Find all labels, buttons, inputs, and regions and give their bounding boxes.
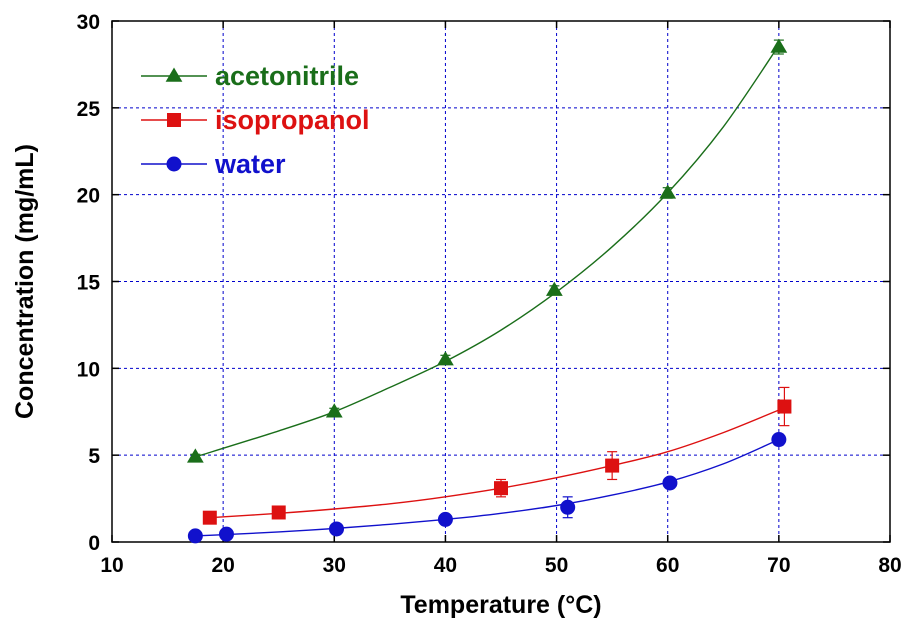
acetonitrile-data-point bbox=[437, 351, 454, 366]
y-tick-label: 20 bbox=[77, 185, 100, 208]
x-tick-label: 20 bbox=[211, 554, 234, 577]
water-data-point bbox=[771, 432, 787, 448]
water-data-point bbox=[218, 526, 234, 542]
y-axis-title: Concentration (mg/mL) bbox=[11, 144, 39, 419]
water-data-point bbox=[329, 521, 345, 537]
series-acetonitrile bbox=[186, 38, 788, 463]
x-axis-title: Temperature (°C) bbox=[400, 591, 601, 619]
axes-layer: 10 20 30 40 50 60 70 80 0 5 10 15 20 25 30 bbox=[77, 11, 902, 577]
series-water bbox=[187, 432, 787, 544]
x-tick-label: 40 bbox=[434, 554, 457, 577]
y-tick-label: 25 bbox=[77, 98, 101, 121]
grid-layer bbox=[112, 21, 890, 542]
series-isopropanol bbox=[202, 386, 792, 525]
isopropanol-data-point bbox=[202, 510, 217, 525]
x-tick-label: 10 bbox=[100, 554, 123, 577]
x-tick-label: 50 bbox=[545, 554, 568, 577]
isopropanol-data-point bbox=[494, 481, 508, 496]
isopropanol-data-point bbox=[605, 458, 620, 473]
x-tick-label: 80 bbox=[878, 554, 901, 577]
water-fit-line bbox=[195, 438, 780, 537]
legend-item-water: water bbox=[141, 149, 286, 179]
legend: acetonitrile isopropanol water bbox=[141, 61, 370, 179]
x-tick-label: 60 bbox=[656, 554, 679, 577]
acetonitrile-data-point bbox=[186, 448, 204, 463]
y-tick-label: 10 bbox=[77, 358, 100, 381]
acetonitrile-data-point bbox=[659, 184, 677, 199]
legend-swatch-marker bbox=[165, 67, 183, 82]
legend-label: isopropanol bbox=[215, 105, 370, 135]
water-data-point bbox=[662, 475, 678, 491]
x-tick-label: 70 bbox=[767, 554, 790, 577]
y-tick-label: 30 bbox=[77, 11, 100, 34]
water-data-point bbox=[437, 511, 453, 527]
water-data-point bbox=[187, 528, 203, 544]
legend-label: water bbox=[214, 149, 286, 179]
isopropanol-data-point bbox=[777, 399, 792, 414]
legend-label: acetonitrile bbox=[215, 61, 359, 91]
x-tick-label: 30 bbox=[323, 554, 346, 577]
legend-item-acetonitrile: acetonitrile bbox=[141, 61, 359, 91]
acetonitrile-fit-line bbox=[195, 44, 780, 458]
legend-swatch-marker bbox=[166, 156, 182, 172]
acetonitrile-data-point bbox=[545, 281, 563, 296]
y-tick-label: 5 bbox=[88, 445, 100, 468]
water-data-point bbox=[560, 499, 576, 515]
y-tick-label: 0 bbox=[88, 532, 100, 555]
acetonitrile-data-point bbox=[770, 38, 788, 53]
acetonitrile-data-point bbox=[325, 403, 343, 418]
y-tick-label: 15 bbox=[77, 272, 101, 295]
legend-swatch-marker bbox=[167, 113, 181, 127]
legend-item-isopropanol: isopropanol bbox=[141, 105, 370, 135]
isopropanol-data-point bbox=[271, 505, 286, 520]
series-layer bbox=[186, 38, 792, 544]
